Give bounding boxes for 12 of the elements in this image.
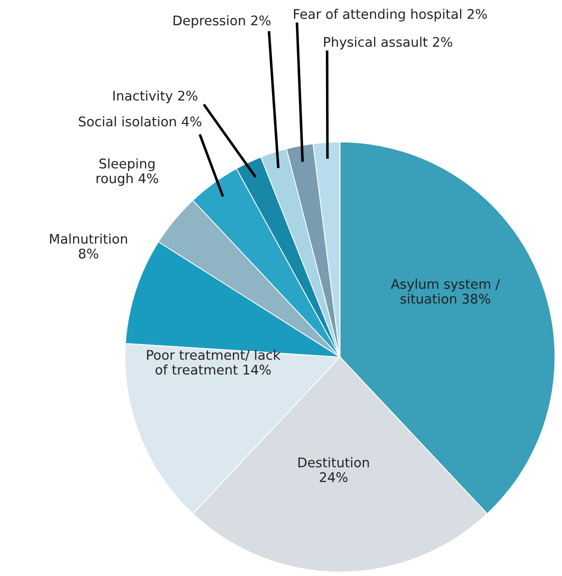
- slice-label: Physical assault 2%: [324, 36, 452, 50]
- data-label: 8%: [78, 248, 98, 259]
- slice-label: Sleeping rough 4%: [96, 158, 158, 186]
- slice-label: Fear of attending hospital 2%: [294, 8, 487, 22]
- slice-label: Depression 2%: [174, 15, 270, 28]
- slice-label: Social isolation 4%: [78, 116, 202, 126]
- slice-label: Destitution: [298, 457, 369, 468]
- slice-label: Inactivity 2%: [113, 90, 198, 104]
- slice-label: Asylum system / situation 38%: [390, 278, 500, 304]
- slice-label: Poor treatment/ lack of treatment 14%: [147, 350, 280, 375]
- slice-label: Malnutrition: [50, 234, 128, 244]
- data-label: 24%: [320, 472, 348, 482]
